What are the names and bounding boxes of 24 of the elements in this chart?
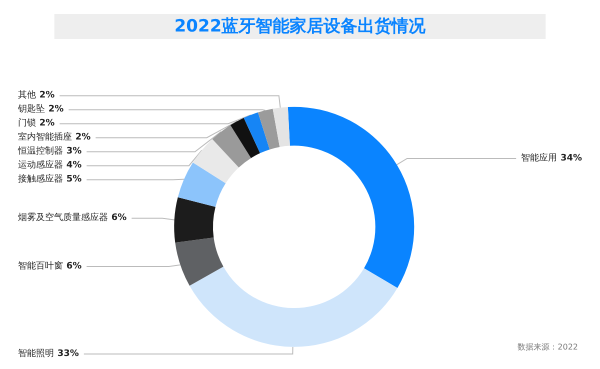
data-label: 2% [39,90,55,101]
slice-label: 钥匙坠 [17,104,45,115]
source-note: 数据来源：2022 [518,342,578,352]
slice-label: 恒温控制器 [17,146,63,157]
data-label: 33% [57,349,79,359]
data-label: 5% [66,174,82,185]
data-label: 6% [66,261,82,272]
data-label: 3% [66,146,82,157]
chart-title: 2022蓝牙智能家居设备出货情况 [174,16,427,36]
data-label: 4% [66,160,82,171]
data-label: 6% [111,213,127,224]
data-label: 2% [48,104,64,115]
slice-label: 其他 [18,90,36,101]
data-label: 2% [39,118,55,129]
slice-label: 门锁 [18,118,36,129]
slice-label: 运动感应器 [18,160,63,171]
slice-label: 烟雾及空气质量感应器 [18,212,108,224]
slice-label: 室内智能插座 [18,132,72,143]
slice-label: 接触感应器 [18,174,63,185]
data-label: 34% [560,154,582,164]
slice-label: 智能应用 [521,152,558,164]
slice-label: 智能照明 [18,348,54,359]
slice-label: 智能百叶窗 [18,260,63,272]
data-label: 2% [75,132,91,143]
